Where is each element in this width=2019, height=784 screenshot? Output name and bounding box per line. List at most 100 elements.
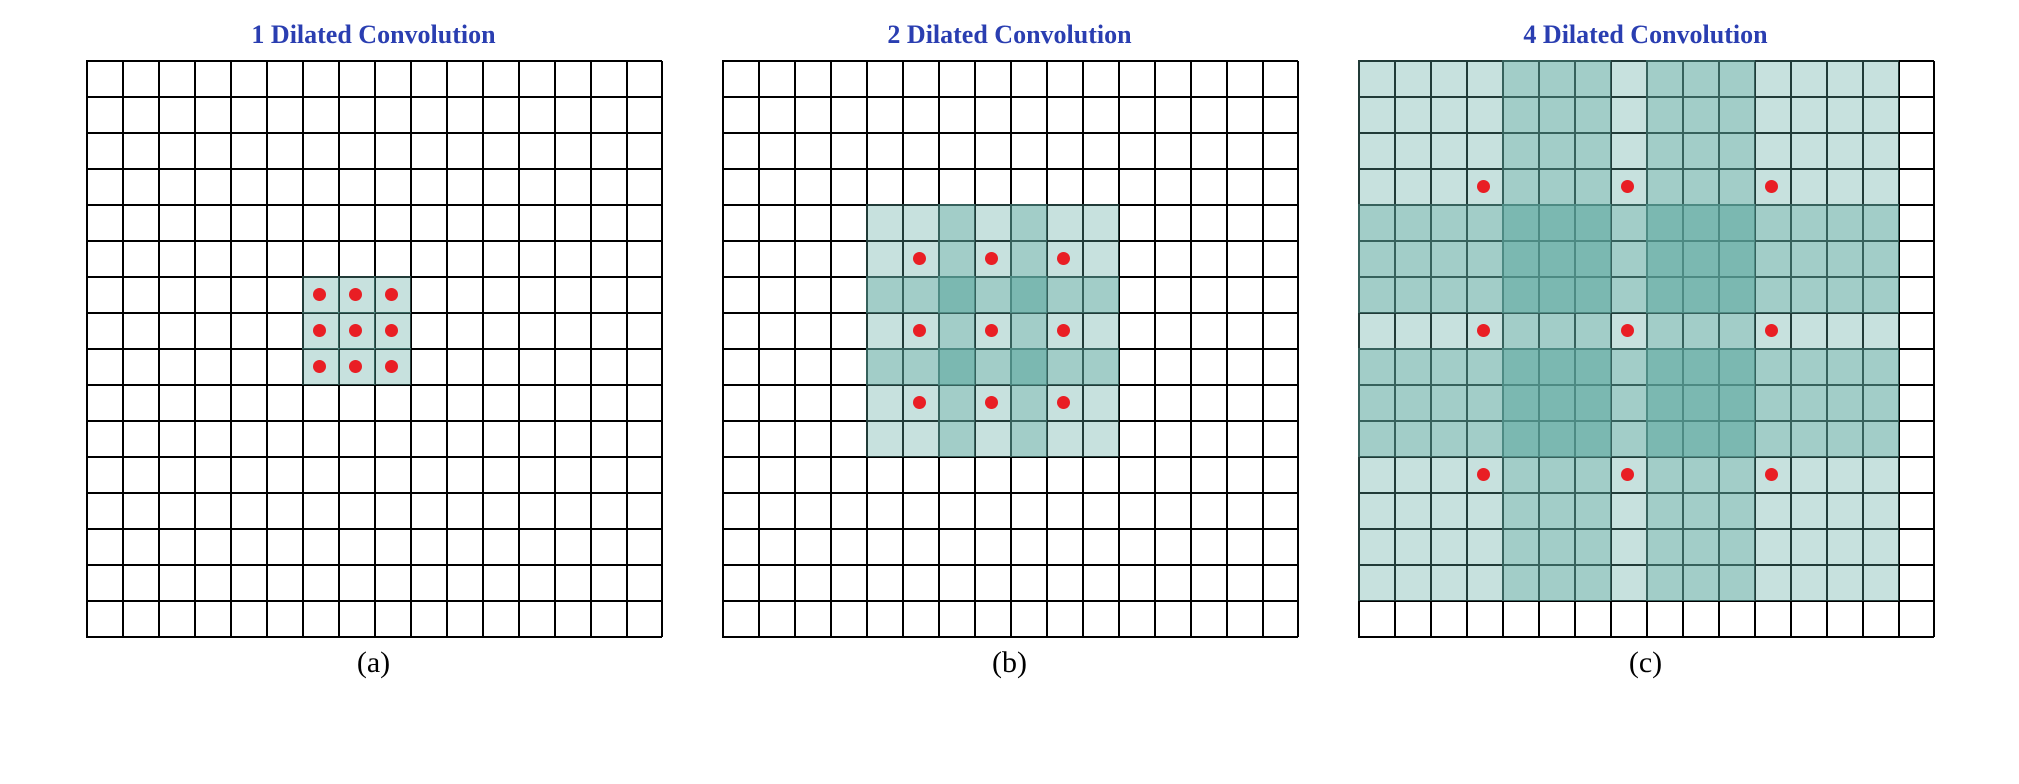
grid-cell [903, 385, 939, 421]
grid-cell [375, 457, 411, 493]
grid-cell [1719, 241, 1755, 277]
grid-cell [483, 529, 519, 565]
grid-cell [1899, 169, 1935, 205]
grid-cell [1191, 277, 1227, 313]
grid-cell [519, 169, 555, 205]
grid-cell [939, 97, 975, 133]
grid-cell [1395, 421, 1431, 457]
grid-cell [1227, 133, 1263, 169]
grid-cell [723, 61, 759, 97]
grid-cell [1791, 133, 1827, 169]
grid-cell [375, 385, 411, 421]
grid-cell [1611, 565, 1647, 601]
grid-cell [1191, 385, 1227, 421]
grid-cell [411, 601, 447, 637]
grid-cell [939, 565, 975, 601]
grid-cell [1755, 205, 1791, 241]
grid-cell [159, 565, 195, 601]
grid-cell [1539, 205, 1575, 241]
grid-cell [1467, 61, 1503, 97]
grid-cell [1083, 133, 1119, 169]
grid-cell [1791, 97, 1827, 133]
grid-cell [231, 97, 267, 133]
grid-cell [1431, 565, 1467, 601]
grid-cell [1575, 457, 1611, 493]
grid-cell [975, 493, 1011, 529]
grid-cell [267, 205, 303, 241]
grid-cell [1899, 421, 1935, 457]
grid-cell [483, 97, 519, 133]
grid-cell [555, 169, 591, 205]
grid-cell [447, 133, 483, 169]
grid-cell [1863, 277, 1899, 313]
grid-cell [303, 529, 339, 565]
grid-cell [1359, 97, 1395, 133]
grid-cell [1539, 241, 1575, 277]
grid-cell [267, 565, 303, 601]
grid-cell [159, 61, 195, 97]
grid-cell [1431, 421, 1467, 457]
grid-cell [1791, 277, 1827, 313]
grid-cell [1227, 385, 1263, 421]
grid-cell [903, 133, 939, 169]
grid-cell [231, 421, 267, 457]
grid-cell [87, 205, 123, 241]
grid-cell [1395, 313, 1431, 349]
grid-cell [411, 421, 447, 457]
grid-cell [483, 241, 519, 277]
grid-cell [1467, 565, 1503, 601]
grid-cell [1899, 97, 1935, 133]
grid-cell [303, 565, 339, 601]
grid-cell [195, 205, 231, 241]
grid-cell [1827, 349, 1863, 385]
grid-cell [1263, 133, 1299, 169]
grid-cell [939, 529, 975, 565]
grid-cell [267, 61, 303, 97]
grid-cell [759, 421, 795, 457]
grid-cell [447, 421, 483, 457]
grid-cell [1827, 493, 1863, 529]
grid-cell [975, 97, 1011, 133]
grid-cell [795, 97, 831, 133]
grid-cell [759, 61, 795, 97]
grid-cell [159, 313, 195, 349]
grid-cell [1119, 601, 1155, 637]
grid-cell [1791, 565, 1827, 601]
grid-cell [1827, 565, 1863, 601]
grid-cell [1719, 601, 1755, 637]
grid-cell [1083, 385, 1119, 421]
grid-cell [1011, 349, 1047, 385]
grid-cell [555, 601, 591, 637]
grid-cell [1467, 349, 1503, 385]
grid-cell [723, 349, 759, 385]
grid-cell [519, 241, 555, 277]
grid-cell [1467, 97, 1503, 133]
grid-cell [1863, 565, 1899, 601]
grid-cell [411, 61, 447, 97]
grid-cell [903, 529, 939, 565]
grid-cell [1503, 565, 1539, 601]
grid-cell [411, 529, 447, 565]
grid-cell [519, 61, 555, 97]
grid-cell [195, 97, 231, 133]
grid-cell [1791, 457, 1827, 493]
grid-cell [795, 277, 831, 313]
grid-cell [411, 169, 447, 205]
grid-cell [447, 241, 483, 277]
grid-cell [303, 133, 339, 169]
grid-cell [759, 241, 795, 277]
grid-cell [1467, 313, 1503, 349]
grid-cell [1227, 529, 1263, 565]
grid-cell [1611, 529, 1647, 565]
grid-cell [795, 601, 831, 637]
grid-cell [1191, 457, 1227, 493]
grid-cell [867, 313, 903, 349]
grid-cell [159, 97, 195, 133]
grid-cell [267, 97, 303, 133]
grid-cell [903, 97, 939, 133]
grid-cell [1395, 205, 1431, 241]
grid-cell [1191, 97, 1227, 133]
grid-cell [831, 133, 867, 169]
grid-cell [159, 277, 195, 313]
grid-cell [267, 133, 303, 169]
